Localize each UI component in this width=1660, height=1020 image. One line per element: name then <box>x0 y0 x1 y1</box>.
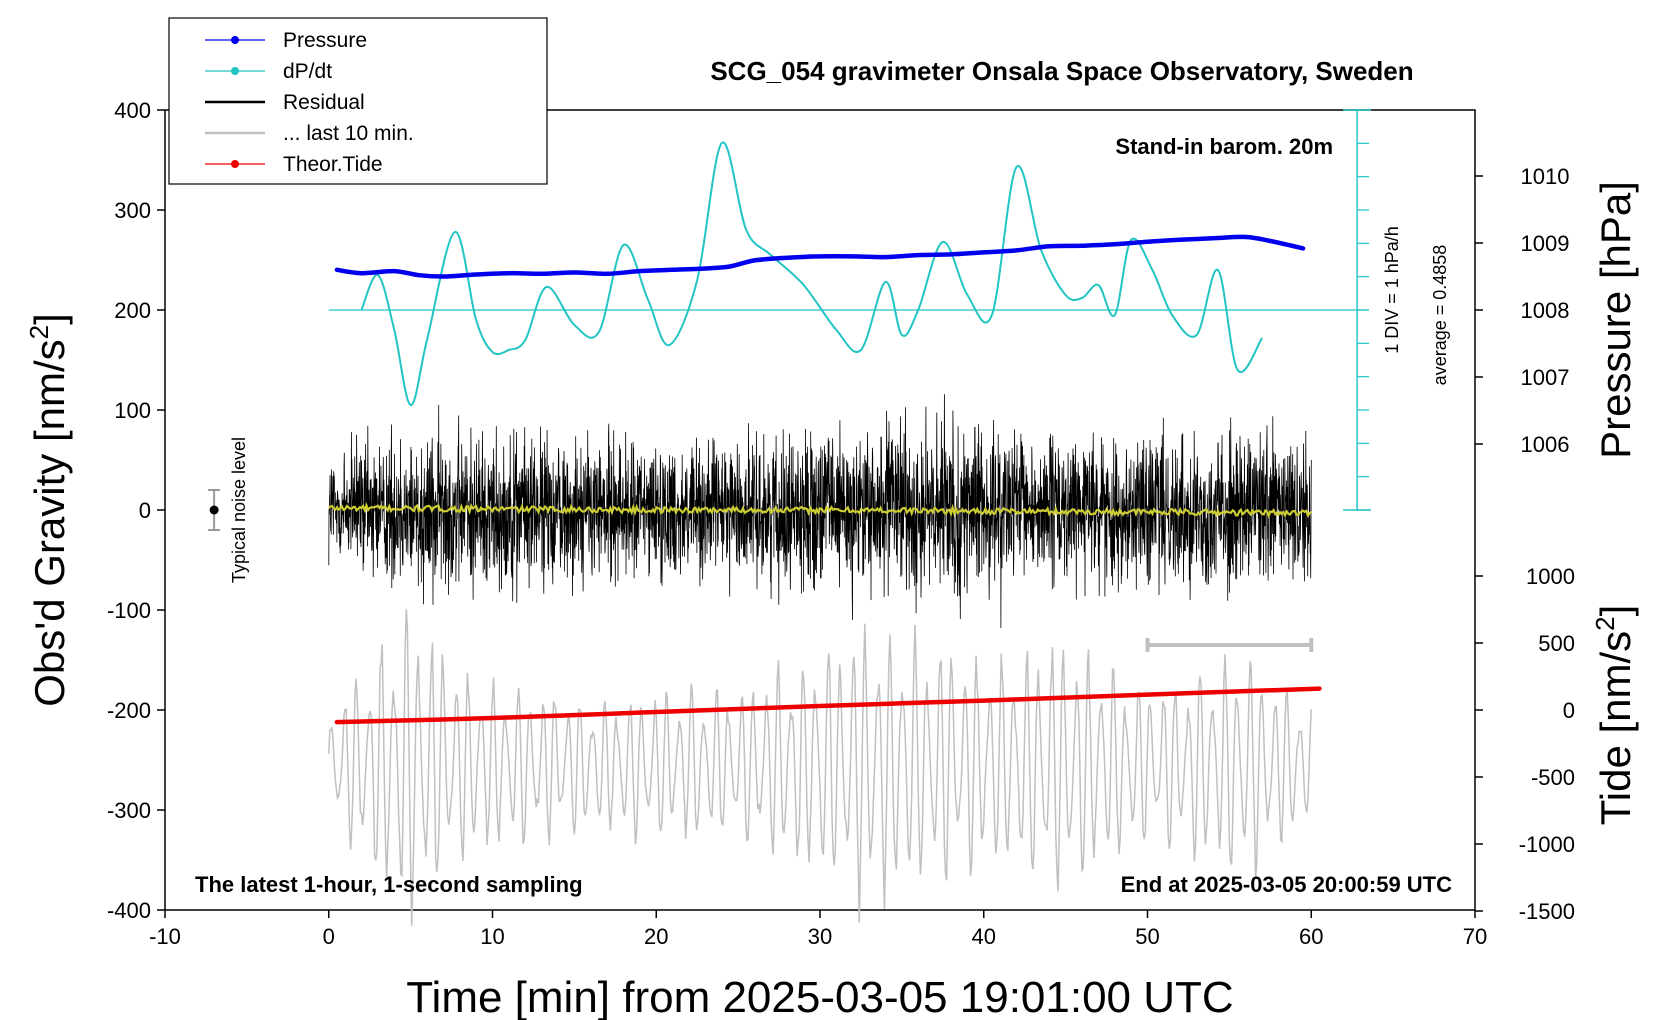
tide-line <box>334 686 1322 725</box>
x-tick-label: 70 <box>1463 924 1487 949</box>
residual-smoothed-line <box>328 502 1313 519</box>
noise-level-label: Typical noise level <box>229 437 249 583</box>
tide-tick-label: 0 <box>1563 698 1575 723</box>
noise-level-bar <box>208 489 221 531</box>
series-residual-smoothed <box>328 502 1313 519</box>
pressure-tick-label: 1007 <box>1521 365 1570 390</box>
tide-tick-label: -1000 <box>1519 832 1575 857</box>
legend-dot <box>231 160 239 168</box>
pressure-tick-label: 1010 <box>1521 164 1570 189</box>
pressure-tick-label: 1009 <box>1521 231 1570 256</box>
series-pressure <box>334 234 1306 279</box>
barometer-note: Stand-in barom. 20m <box>1115 134 1333 159</box>
y-tick-label: -300 <box>107 798 151 823</box>
y-axis-title-end: ] <box>26 313 73 325</box>
end-time-note: End at 2025-03-05 20:00:59 UTC <box>1121 872 1452 897</box>
pressure-tick-label: 1006 <box>1521 432 1570 457</box>
x-tick-label: 10 <box>480 924 504 949</box>
legend-label: Pressure <box>283 29 367 52</box>
x-tick-label: 30 <box>808 924 832 949</box>
tide-tick-label: -1500 <box>1519 899 1575 924</box>
legend-dot <box>231 36 239 44</box>
y-tick-label: 100 <box>114 398 151 423</box>
dpdt-line <box>360 141 1263 407</box>
x-tick-label: 40 <box>972 924 996 949</box>
y-axis-ticks: 400 300 200 100 0 -100 -200 -300 -400 <box>107 98 165 923</box>
y-axis-title: Obs'd Gravity [nm/s2] <box>24 313 73 707</box>
legend-label: dP/dt <box>283 60 332 83</box>
scale-div-label: 1 DIV = 1 hPa/h <box>1382 226 1402 354</box>
chart-title: SCG_054 gravimeter Onsala Space Observat… <box>710 56 1413 86</box>
y-tick-label: -200 <box>107 698 151 723</box>
x-tick-label: 50 <box>1135 924 1159 949</box>
y-axis-title-sup: 2 <box>24 325 54 339</box>
tide-tick-label: 1000 <box>1526 564 1575 589</box>
tide-tick-label: -500 <box>1531 765 1575 790</box>
pressure-axis-title: Pressure [hPa] <box>1592 181 1639 459</box>
y-tick-label: 0 <box>139 498 151 523</box>
tide-axis-title: Tide [nm/s2] <box>1590 605 1639 826</box>
y-tick-label: 200 <box>114 298 151 323</box>
last-10-min-range-bar <box>1145 638 1314 652</box>
x-tick-label: -10 <box>149 924 181 949</box>
legend-label: Residual <box>283 91 365 114</box>
y-axis-title-main: Obs'd Gravity [nm/s <box>26 339 73 706</box>
tide-axis-title-main: Tide [nm/s <box>1592 631 1639 826</box>
legend-label: Theor.Tide <box>283 153 383 176</box>
series-last-10-min <box>328 609 1313 926</box>
pressure-line <box>334 234 1306 279</box>
y-tick-label: 300 <box>114 198 151 223</box>
x-tick-label: 20 <box>644 924 668 949</box>
y-tick-label: -400 <box>107 898 151 923</box>
x-axis-title: Time [min] from 2025-03-05 19:01:00 UTC <box>406 973 1233 1020</box>
series-theor-tide <box>334 686 1322 725</box>
legend-dot <box>231 67 239 75</box>
tide-axis-ticks: 1000 500 0 -500 -1000 -1500 <box>1475 564 1575 924</box>
x-axis-ticks: -10 0 10 20 30 40 50 60 70 <box>149 910 1487 949</box>
legend-label: ... last 10 min. <box>283 122 414 145</box>
x-tick-label: 60 <box>1299 924 1323 949</box>
dpdt-scale-axis <box>1343 109 1372 511</box>
residual-line <box>328 394 1312 629</box>
y-tick-label: -100 <box>107 598 151 623</box>
scale-average-label: average = 0.4858 <box>1430 245 1450 386</box>
tide-tick-label: 500 <box>1538 631 1575 656</box>
series-residual <box>328 394 1312 629</box>
legend: Pressure dP/dt Residual ... last 10 min. The… <box>168 17 548 185</box>
tide-axis-title-sup: 2 <box>1590 616 1620 630</box>
pressure-axis-ticks: 1010 1009 1008 1007 1006 <box>1475 164 1569 457</box>
x-tick-label: 0 <box>323 924 335 949</box>
tide-axis-title-end: ] <box>1592 605 1639 617</box>
pressure-tick-label: 1008 <box>1521 298 1570 323</box>
noise-bar-center <box>209 505 219 515</box>
sampling-note: The latest 1-hour, 1-second sampling <box>195 872 583 897</box>
series-dpdt <box>328 141 1369 407</box>
y-tick-label: 400 <box>114 98 151 123</box>
last-10-min-line <box>328 609 1313 926</box>
